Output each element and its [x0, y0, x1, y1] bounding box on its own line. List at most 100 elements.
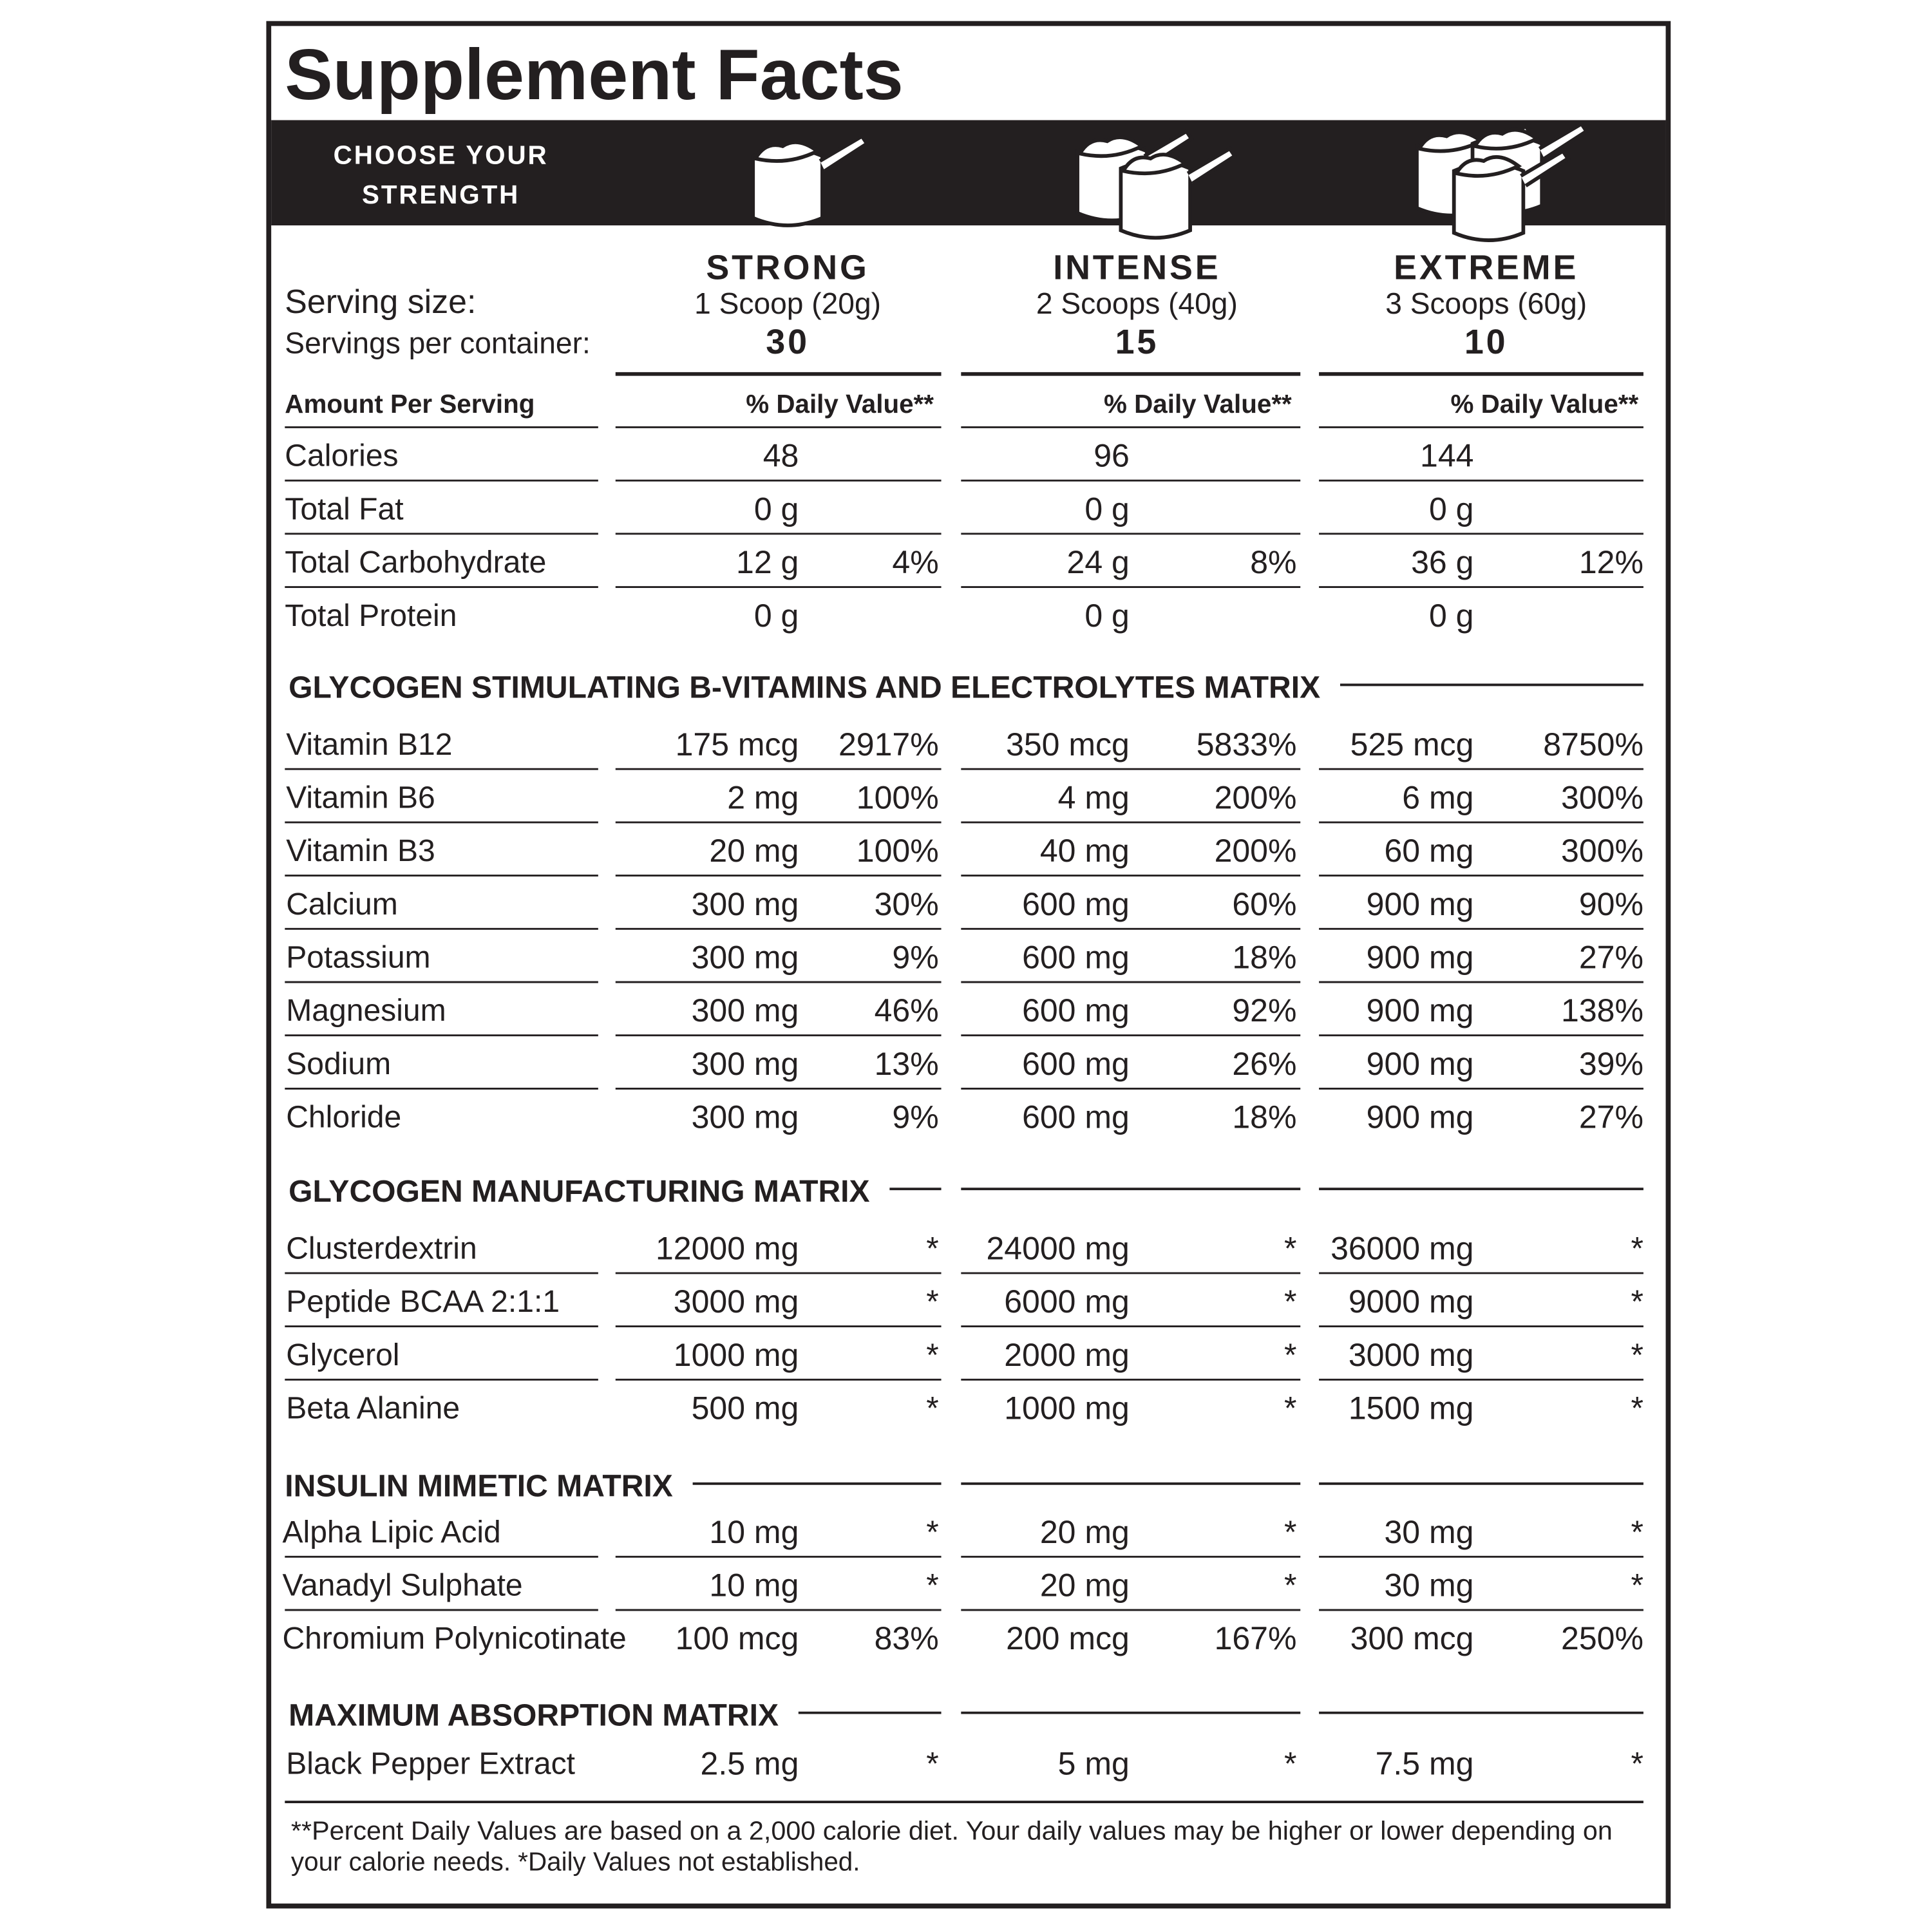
amount: 300 mcg — [1350, 1620, 1474, 1656]
daily-value: * — [1631, 1745, 1643, 1781]
amount: 900 mg — [1367, 1099, 1474, 1135]
amount: 300 mg — [692, 940, 799, 976]
serving-size-label: Serving size: — [285, 283, 476, 321]
amount: 10 mg — [709, 1567, 799, 1604]
daily-value: * — [926, 1514, 938, 1550]
amount: 900 mg — [1367, 940, 1474, 976]
amount: 600 mg — [1022, 940, 1130, 976]
banner-text: STRENGTH — [362, 180, 520, 209]
amount: 4 mg — [1058, 779, 1130, 815]
row-name: Vitamin B6 — [286, 780, 435, 815]
amount: 30 mg — [1384, 1567, 1473, 1604]
daily-value: 46% — [875, 992, 939, 1028]
daily-value: * — [1631, 1283, 1643, 1320]
daily-value: * — [1284, 1337, 1296, 1373]
footnote: your calorie needs. *Daily Values not es… — [291, 1846, 860, 1876]
daily-value: * — [1631, 1567, 1643, 1604]
daily-value: * — [1631, 1514, 1643, 1550]
title: Supplement Facts — [285, 34, 903, 115]
amount: 0 g — [1084, 598, 1130, 634]
row-name: Magnesium — [286, 993, 446, 1028]
row-name: Chromium Polynicotinate — [282, 1621, 626, 1656]
amount: 10 mg — [709, 1514, 799, 1550]
daily-value: 39% — [1579, 1046, 1643, 1082]
amount: 1000 mg — [1004, 1390, 1130, 1426]
daily-value: 300% — [1561, 833, 1643, 869]
amount: 7.5 mg — [1376, 1745, 1474, 1781]
row-name: Vitamin B12 — [286, 727, 452, 762]
amount: 900 mg — [1367, 1046, 1474, 1082]
strength-name: INTENSE — [1053, 248, 1220, 287]
serving-size: 2 Scoops (40g) — [1036, 287, 1238, 320]
amount: 24 g — [1067, 544, 1130, 580]
servings: 10 — [1464, 323, 1508, 361]
servings-label: Servings per container: — [285, 327, 590, 360]
daily-value: * — [1284, 1283, 1296, 1320]
amount: 300 mg — [692, 1046, 799, 1082]
amount: 1000 mg — [674, 1337, 799, 1373]
amount: 96 — [1094, 438, 1130, 474]
footnote: **Percent Daily Values are based on a 2,… — [291, 1815, 1613, 1845]
amount: 6000 mg — [1004, 1283, 1130, 1320]
daily-value: 4% — [892, 544, 938, 580]
servings: 30 — [766, 323, 810, 361]
daily-value: * — [1284, 1745, 1296, 1781]
banner-text: CHOOSE YOUR — [334, 140, 549, 169]
row-name: Sodium — [286, 1046, 391, 1081]
serving-size: 3 Scoops (60g) — [1385, 287, 1587, 320]
amount: 0 g — [1084, 491, 1130, 527]
daily-value: * — [1284, 1230, 1296, 1266]
daily-value: * — [1284, 1567, 1296, 1604]
row-name: Total Carbohydrate — [285, 545, 546, 580]
label-border — [266, 21, 1671, 1909]
row-name: Black Pepper Extract — [286, 1746, 575, 1781]
amount: 9000 mg — [1349, 1283, 1474, 1320]
daily-value: * — [926, 1390, 938, 1426]
daily-value: * — [926, 1230, 938, 1266]
strength-name: EXTREME — [1394, 248, 1578, 287]
amount: 20 mg — [1040, 1567, 1130, 1604]
section-title: MAXIMUM ABSORPTION MATRIX — [289, 1698, 779, 1732]
amount: 300 mg — [692, 1099, 799, 1135]
serving-size: 1 Scoop (20g) — [694, 287, 881, 320]
daily-value: 167% — [1215, 1620, 1297, 1656]
daily-value: 9% — [892, 1099, 938, 1135]
daily-value: 90% — [1579, 886, 1643, 922]
daily-value-header: % Daily Value** — [746, 389, 934, 419]
amount: 0 g — [1429, 598, 1474, 634]
amount: 175 mcg — [676, 726, 799, 762]
daily-value: * — [1284, 1514, 1296, 1550]
row-name: Clusterdextrin — [286, 1231, 477, 1265]
amount: 20 mg — [1040, 1514, 1130, 1550]
daily-value: * — [926, 1567, 938, 1604]
daily-value: 9% — [892, 940, 938, 976]
amount: 0 g — [754, 491, 799, 527]
amount: 48 — [763, 438, 799, 474]
amount: 600 mg — [1022, 992, 1130, 1028]
amount: 300 mg — [692, 992, 799, 1028]
servings: 15 — [1115, 323, 1159, 361]
row-name: Vitamin B3 — [286, 833, 435, 868]
amount-header: Amount Per Serving — [285, 389, 535, 419]
row-name: Alpha Lipic Acid — [282, 1515, 500, 1549]
amount: 500 mg — [692, 1390, 799, 1426]
amount: 900 mg — [1367, 992, 1474, 1028]
row-name: Chloride — [286, 1100, 401, 1135]
daily-value: * — [926, 1745, 938, 1781]
row-name: Calories — [285, 439, 398, 473]
daily-value: 27% — [1579, 940, 1643, 976]
amount: 1500 mg — [1349, 1390, 1474, 1426]
daily-value: 18% — [1232, 940, 1296, 976]
row-name: Calcium — [286, 887, 398, 922]
amount: 12000 mg — [656, 1230, 799, 1266]
amount: 0 g — [754, 598, 799, 634]
amount: 3000 mg — [1349, 1337, 1474, 1373]
section-title: INSULIN MIMETIC MATRIX — [285, 1469, 673, 1504]
daily-value: 5833% — [1197, 726, 1297, 762]
daily-value: * — [926, 1283, 938, 1320]
daily-value: 60% — [1232, 886, 1296, 922]
amount: 900 mg — [1367, 886, 1474, 922]
amount: 2.5 mg — [701, 1745, 799, 1781]
amount: 6 mg — [1402, 779, 1473, 815]
daily-value: 250% — [1561, 1620, 1643, 1656]
